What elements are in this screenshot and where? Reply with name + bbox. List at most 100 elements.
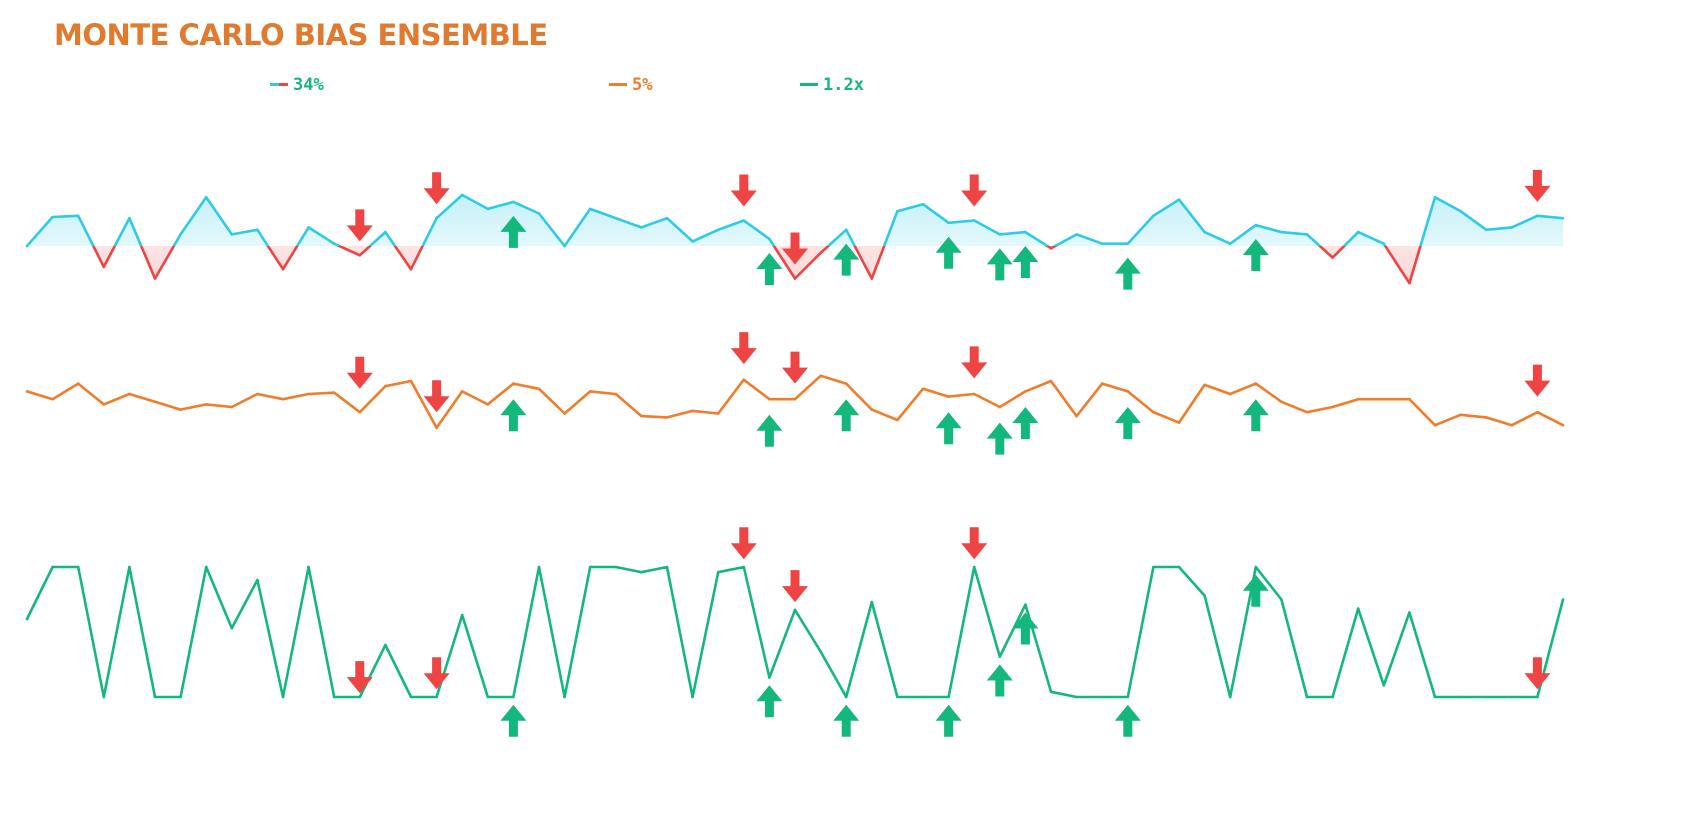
leverage-point xyxy=(1305,695,1309,699)
sell-arrow-icon xyxy=(782,570,808,603)
rate-point xyxy=(1356,397,1360,401)
buy-arrow-icon xyxy=(833,243,860,276)
leverage-point xyxy=(1126,695,1130,699)
leverage-point xyxy=(691,695,694,699)
bias-point xyxy=(691,240,694,243)
legend-label-rate: 5% xyxy=(632,75,653,95)
bias-point xyxy=(793,277,797,280)
bias-point xyxy=(1024,230,1027,234)
leverage-point xyxy=(153,695,157,699)
legend-item-leverage: 1.2x xyxy=(800,75,864,95)
rate-point xyxy=(1228,392,1232,396)
legend-label-bias: 34% xyxy=(293,75,324,95)
bias-point xyxy=(256,228,259,232)
bias-point xyxy=(1561,216,1565,220)
leverage-point xyxy=(1433,695,1437,699)
buy-arrow-icon xyxy=(1012,407,1039,439)
buy-arrow-icon xyxy=(1242,399,1269,432)
rate-point xyxy=(230,405,234,409)
leverage-point xyxy=(1228,695,1232,699)
buy-arrow-icon xyxy=(986,248,1013,281)
leverage-point xyxy=(640,570,643,574)
rate-point xyxy=(76,382,80,385)
buy-arrow-icon xyxy=(935,236,962,269)
rate-point xyxy=(1561,423,1565,427)
leverage-point xyxy=(1254,565,1258,569)
buy-arrow-icon xyxy=(935,412,962,445)
leverage-point xyxy=(76,565,80,569)
rate-point xyxy=(384,384,387,388)
leverage-point xyxy=(998,655,1002,658)
buy-arrow-icon xyxy=(1114,704,1141,737)
bias-point xyxy=(998,233,1002,236)
leverage-point xyxy=(230,626,234,630)
bias-point xyxy=(1152,214,1155,218)
buy-arrow-icon xyxy=(1012,612,1039,645)
rate-point xyxy=(1459,413,1462,417)
leverage-point xyxy=(1075,695,1078,699)
rate-point xyxy=(128,392,131,396)
sell-arrow-icon xyxy=(961,527,988,560)
legend-label-leverage: 1.2x xyxy=(823,75,864,95)
legend-item-rate: 5% xyxy=(609,75,652,95)
leverage-point xyxy=(537,565,541,569)
rate-point xyxy=(1510,423,1514,427)
leverage-point xyxy=(281,695,285,699)
buy-arrow-icon xyxy=(756,685,783,718)
buy-arrow-icon xyxy=(1242,239,1269,272)
rate-point xyxy=(512,382,515,385)
bias-point xyxy=(947,221,950,225)
rate-point xyxy=(947,395,950,398)
bias-point xyxy=(1510,226,1514,229)
sell-arrow-icon xyxy=(423,172,450,205)
bias-point xyxy=(844,228,848,232)
bias-point xyxy=(921,202,925,206)
bias-point xyxy=(179,233,182,236)
rate-point xyxy=(256,392,259,396)
bias-point xyxy=(358,253,362,257)
bias-point xyxy=(153,277,157,280)
bias-point xyxy=(1356,230,1360,234)
rate-point xyxy=(844,382,848,385)
rate-point xyxy=(307,392,310,396)
leverage-point xyxy=(384,643,387,647)
sell-arrow-icon xyxy=(1524,364,1551,397)
bias-point xyxy=(1382,242,1386,245)
leverage-point xyxy=(307,565,310,569)
rate-point xyxy=(25,390,29,393)
leverage-point xyxy=(819,650,822,653)
buy-arrow-icon xyxy=(935,704,962,737)
bias-point xyxy=(1228,242,1232,245)
bias-point xyxy=(128,216,131,220)
leverage-point xyxy=(768,676,771,679)
leverage-point xyxy=(332,695,336,699)
bias-point xyxy=(614,216,618,220)
rate-point xyxy=(460,390,464,393)
bias-point xyxy=(1408,281,1411,285)
buy-arrow-icon xyxy=(500,704,527,737)
buy-arrow-icon xyxy=(986,664,1013,697)
bias-point xyxy=(512,200,515,204)
buy-arrow-icon xyxy=(833,399,860,432)
rate-point xyxy=(1484,416,1488,419)
leverage-point xyxy=(204,565,208,569)
bias-point xyxy=(1331,256,1334,259)
rate-point xyxy=(716,412,720,415)
legend-swatch-icon xyxy=(609,83,627,86)
leverage-point xyxy=(921,695,925,699)
rate-point xyxy=(153,400,157,404)
rate-point xyxy=(793,397,797,401)
bias-point xyxy=(563,244,566,248)
bias-point xyxy=(102,265,106,269)
leverage-point xyxy=(1459,695,1462,699)
leverage-point xyxy=(716,570,720,574)
bias-point xyxy=(768,237,771,241)
leverage-point xyxy=(588,565,592,569)
bias-point xyxy=(537,212,541,215)
sell-arrow-icon xyxy=(346,209,373,242)
rate-point xyxy=(102,403,106,406)
leverage-point xyxy=(1484,695,1488,699)
bias-point xyxy=(1049,247,1053,250)
rate-point xyxy=(1049,379,1053,383)
